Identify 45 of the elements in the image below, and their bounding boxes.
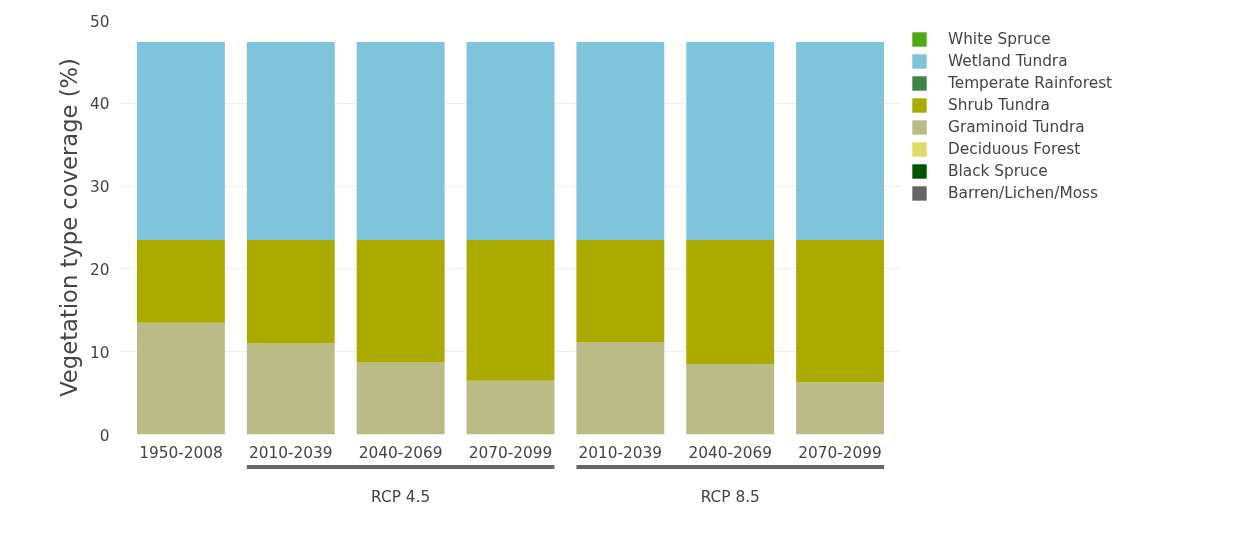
y-tick-label: 0	[99, 426, 110, 445]
x-tick-label: 2070-2099	[798, 443, 882, 462]
legend-label: Shrub Tundra	[948, 96, 1050, 114]
x-tick-label: 2010-2039	[578, 443, 663, 462]
legend-label: Wetland Tundra	[948, 52, 1068, 70]
bar	[576, 239, 665, 343]
legend-label: Black Spruce	[948, 162, 1048, 180]
bar	[686, 42, 775, 240]
bar	[136, 322, 225, 435]
text: RCP 8.5	[700, 488, 760, 506]
x-tick-label: 1950-2008	[139, 443, 223, 462]
bar	[356, 362, 445, 435]
bar	[136, 42, 225, 240]
y-tick-label: 10	[90, 343, 110, 362]
legend-label: White Spruce	[948, 30, 1051, 48]
text: RCP 4.5	[371, 488, 431, 506]
bar	[246, 343, 335, 435]
y-tick-label: 30	[90, 178, 110, 197]
bar	[356, 42, 445, 240]
y-tick-label: 50	[90, 12, 110, 31]
bar	[356, 239, 445, 363]
x-tick-label: 2040-2069	[358, 443, 443, 462]
legend-label: Graminoid Tundra	[948, 118, 1085, 136]
bar	[136, 239, 225, 323]
bar	[686, 364, 775, 435]
bar	[576, 342, 665, 435]
bar	[246, 239, 335, 344]
bar	[466, 42, 555, 240]
legend-label: Deciduous Forest	[948, 140, 1081, 158]
bar	[686, 239, 775, 365]
bar	[466, 239, 555, 381]
y-axis-title: Vegetation type coverage (%)	[56, 58, 82, 397]
y-tick-label: 20	[90, 260, 110, 279]
legend-label: Barren/Lichen/Moss	[948, 184, 1099, 202]
bar	[796, 382, 885, 435]
bar	[466, 380, 555, 435]
x-tick-label: 2070-2099	[468, 443, 553, 462]
x-tick-label: 2010-2039	[249, 443, 333, 462]
bar	[246, 42, 335, 240]
legend-label: Temperate Rainforest	[948, 74, 1113, 92]
bar	[576, 42, 665, 240]
bar	[796, 239, 885, 383]
y-tick-label: 40	[90, 95, 110, 114]
bar	[796, 42, 885, 240]
x-tick-label: 2040-2069	[688, 443, 773, 462]
